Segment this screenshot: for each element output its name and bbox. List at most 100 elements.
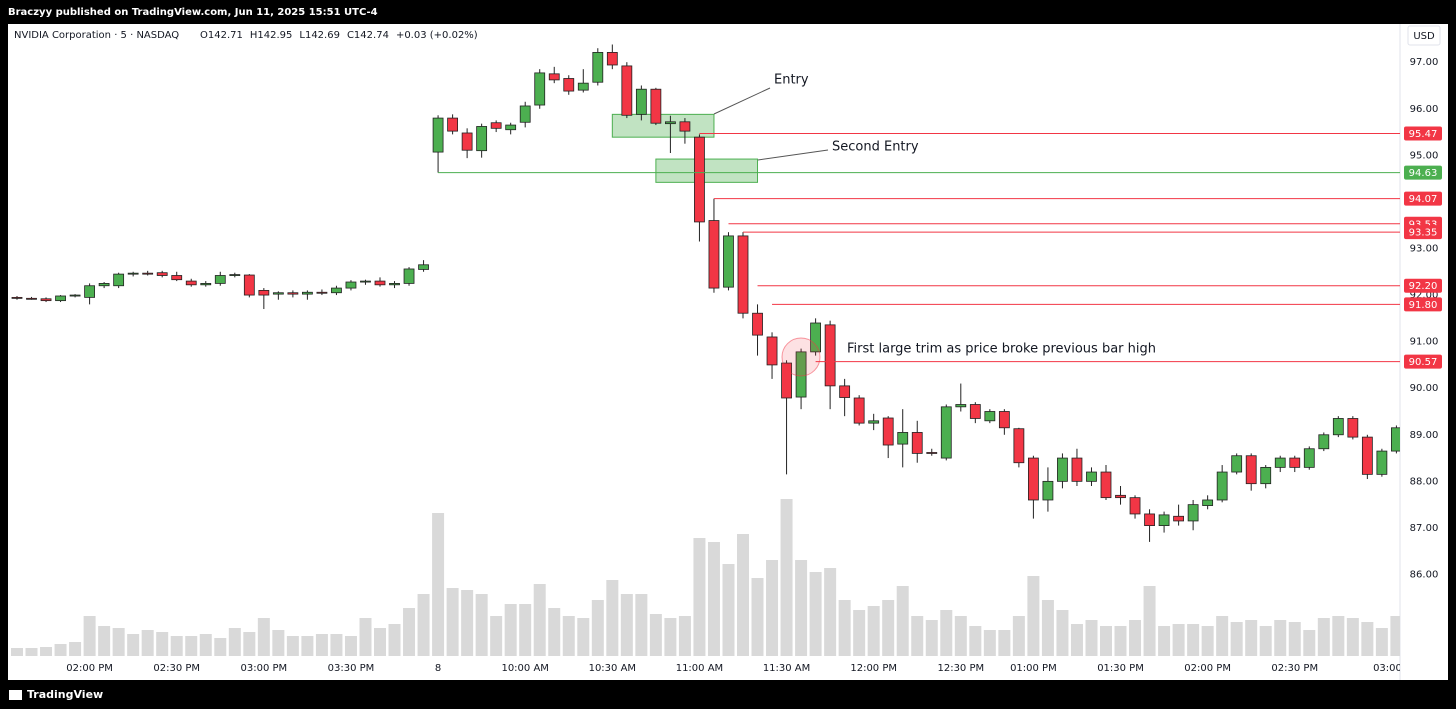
volume-bar [548, 608, 561, 656]
volume-bar [1375, 628, 1388, 656]
volume-bar [185, 636, 198, 656]
candle-body [171, 275, 183, 281]
y-tick-label: 89.00 [1410, 430, 1439, 441]
candle-body [911, 432, 923, 454]
volume-bar [1041, 600, 1054, 656]
legend-value: C142.74 [347, 30, 389, 41]
price-level-label: 91.80 [1409, 300, 1438, 311]
legend-value: O142.71 [200, 30, 243, 41]
currency-box[interactable] [1407, 25, 1441, 46]
volume-bar [722, 564, 735, 656]
candle-body [592, 52, 604, 83]
trim-annotation: First large trim as price broke previous… [847, 342, 1156, 357]
volume-bar [693, 538, 706, 656]
volume-bar [766, 560, 779, 656]
volume-bar [504, 604, 517, 656]
volume-bar [475, 594, 488, 656]
volume-bar [1201, 626, 1214, 656]
price-level-label: 93.35 [1409, 228, 1438, 239]
candle-body [1028, 457, 1039, 501]
volume-bar [853, 610, 866, 656]
candle-body [1289, 457, 1301, 468]
volume-bar [141, 630, 154, 656]
candle-body [548, 73, 560, 81]
volume-bar [707, 542, 720, 656]
entry-pointer [713, 87, 771, 115]
price-level-tag [1404, 278, 1442, 293]
candle-body [984, 411, 996, 422]
volume-bar [519, 604, 532, 656]
legend-value: +0.03 (+0.02%) [396, 30, 478, 41]
volume-bar [1056, 610, 1069, 656]
volume-bar [795, 560, 808, 656]
volume-bar [98, 626, 111, 656]
volume-bar [562, 616, 575, 656]
volume-bar [170, 636, 183, 656]
candle-body [1202, 499, 1214, 506]
volume-bar [286, 636, 299, 656]
candle-body [1071, 457, 1083, 482]
candle-body [665, 121, 676, 125]
x-tick-label: 03:00 PM [241, 663, 288, 674]
volume-bar [301, 636, 314, 656]
volume-bar [983, 630, 996, 656]
candle-body [243, 274, 255, 296]
entry-zone [611, 113, 715, 138]
x-tick-label: 10:00 AM [501, 663, 548, 674]
volume-bar [83, 616, 96, 656]
trim-marker [781, 337, 821, 377]
legend-value: H142.95 [250, 30, 293, 41]
volume-bar [1143, 586, 1156, 656]
volume-bar [1085, 620, 1098, 656]
volume-bar [228, 628, 241, 656]
candle-body [98, 283, 110, 287]
y-tick-label: 93.00 [1410, 243, 1439, 254]
candle-body [1115, 494, 1126, 499]
candle-body [374, 280, 386, 286]
candle-body [229, 274, 241, 276]
volume-bar [882, 600, 895, 656]
candle-body [1057, 457, 1068, 482]
volume-bar [1027, 576, 1040, 656]
volume-bar [1070, 624, 1083, 656]
x-tick-label: 01:30 PM [1097, 663, 1144, 674]
volume-bar [1012, 616, 1025, 656]
candle-body [1013, 428, 1025, 464]
candle-body [940, 406, 952, 459]
volume-bar [446, 588, 459, 656]
volume-bar [1245, 620, 1258, 656]
volume-bar [911, 616, 924, 656]
entry-zone [655, 158, 759, 183]
volume-bar [1100, 626, 1112, 656]
volume-bar [824, 568, 837, 656]
publisher-line: Braczyy published on TradingView.com, Ju… [8, 7, 378, 18]
candle-body [1361, 436, 1373, 475]
price-level-tag [1404, 126, 1442, 141]
candle-body [650, 88, 662, 124]
volume-bar [1346, 618, 1359, 656]
x-tick-label: 03:30 PM [328, 663, 375, 674]
candle-body [1216, 471, 1228, 501]
volume-bar [461, 590, 474, 656]
volume-bar [344, 636, 357, 656]
volume-bar [969, 626, 982, 656]
y-tick-label: 95.00 [1410, 150, 1439, 161]
volume-bar [606, 580, 619, 656]
volume-bar [374, 628, 386, 656]
candle-body [752, 312, 763, 336]
symbol: NVIDIA Corporation · 5 · NASDAQ [14, 30, 179, 41]
candle-body [69, 294, 81, 297]
volume-bar [1230, 622, 1243, 656]
y-tick-label: 97.00 [1410, 57, 1439, 68]
x-tick-label: 02:00 PM [1184, 663, 1231, 674]
candle-body [200, 283, 212, 286]
candle-body [519, 105, 531, 123]
price-level-label: 93.53 [1409, 219, 1438, 230]
price-level-tag [1404, 191, 1442, 206]
volume-bar [257, 618, 270, 656]
price-level-tag [1404, 225, 1442, 240]
candle-body [26, 297, 37, 300]
volume-bar [388, 624, 401, 656]
volume-bar [1158, 626, 1171, 656]
